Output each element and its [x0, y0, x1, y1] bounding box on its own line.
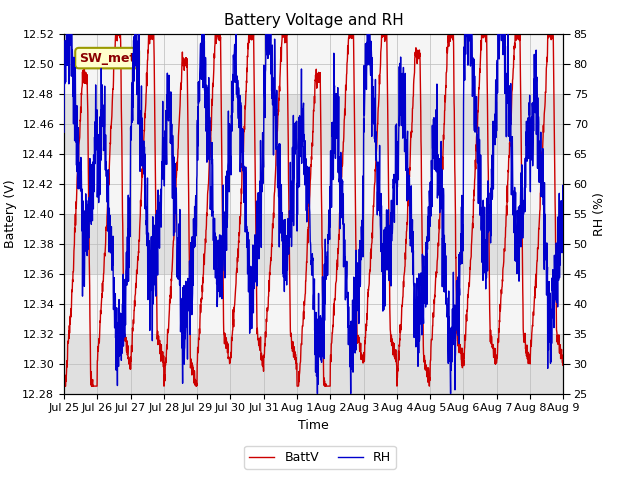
Bar: [64, 154, 563, 214]
RH: [529, 99, 537, 105]
BattV: [529, 311, 537, 316]
RH: [60, 129, 68, 135]
Bar: [64, 34, 563, 94]
Bar: [64, 214, 563, 274]
BattV: [458, 365, 466, 371]
Text: SW_met: SW_met: [79, 51, 135, 65]
RH: [200, 40, 207, 46]
X-axis label: Time: Time: [298, 419, 329, 432]
BattV: [515, 31, 523, 36]
Bar: [64, 334, 563, 394]
RH: [339, 221, 347, 227]
RH: [459, 222, 467, 228]
RH: [516, 234, 524, 240]
Bar: [64, 94, 563, 154]
BattV: [339, 161, 346, 167]
BattV: [112, 31, 120, 36]
Title: Battery Voltage and RH: Battery Voltage and RH: [224, 13, 403, 28]
Y-axis label: Battery (V): Battery (V): [4, 180, 17, 248]
Bar: [64, 274, 563, 334]
RH: [559, 222, 567, 228]
Line: RH: RH: [64, 34, 563, 394]
RH: [63, 31, 70, 36]
Legend: BattV, RH: BattV, RH: [244, 446, 396, 469]
Y-axis label: RH (%): RH (%): [593, 192, 606, 236]
Line: BattV: BattV: [64, 34, 563, 386]
BattV: [200, 272, 207, 277]
BattV: [60, 383, 68, 389]
BattV: [559, 358, 567, 364]
RH: [328, 120, 336, 126]
RH: [314, 391, 321, 396]
BattV: [328, 340, 335, 346]
